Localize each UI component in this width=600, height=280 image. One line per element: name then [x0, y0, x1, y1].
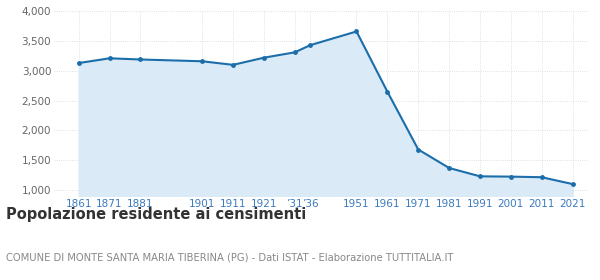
Text: COMUNE DI MONTE SANTA MARIA TIBERINA (PG) - Dati ISTAT - Elaborazione TUTTITALIA: COMUNE DI MONTE SANTA MARIA TIBERINA (PG… — [6, 252, 454, 262]
Text: Popolazione residente ai censimenti: Popolazione residente ai censimenti — [6, 207, 306, 222]
